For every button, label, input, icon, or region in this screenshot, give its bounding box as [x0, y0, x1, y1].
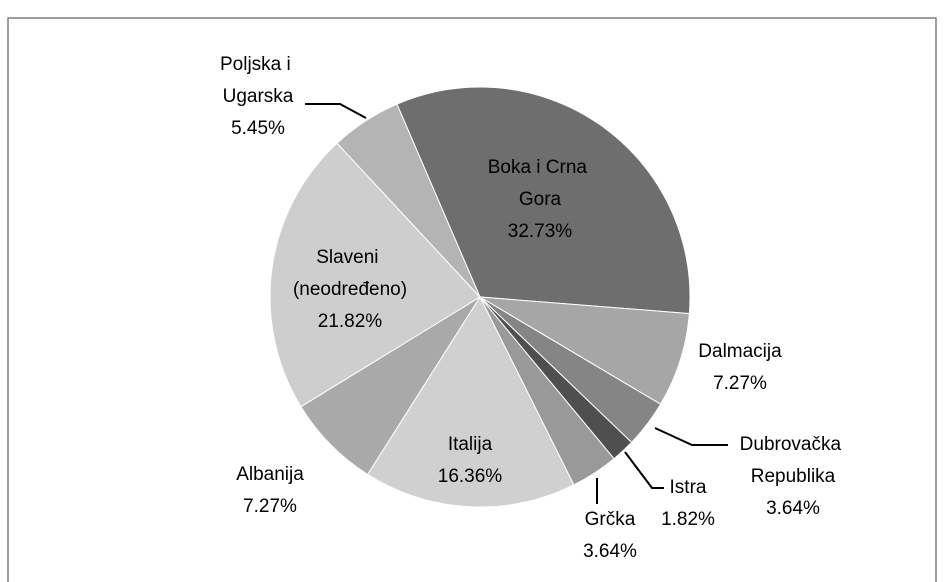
pie-slice — [366, 295, 575, 508]
slice-label-line: Poljska i — [220, 54, 296, 75]
slice-label-line: Gora — [519, 189, 562, 210]
leader-line — [624, 451, 664, 489]
slice-label-line: Dubrovačka — [740, 434, 847, 455]
slice-label: Italija — [448, 434, 493, 455]
slice-label: Dubrovačka Republika — [740, 434, 847, 487]
value-label: 3.64% — [583, 541, 637, 562]
slice-label-line: Boka i Crna — [488, 157, 593, 178]
slice-label-line: Albanija — [236, 464, 304, 485]
slice-label: Grčka — [585, 509, 636, 530]
value-label: 21.82% — [318, 311, 383, 332]
slice-label: Dalmacija — [698, 341, 782, 362]
slice-label-line: Republika — [751, 466, 836, 487]
slice-label-line: Ugarska — [223, 86, 294, 107]
slice-label-line: (neodređeno) — [293, 279, 407, 300]
pie-slice — [336, 103, 481, 298]
slice-label: Istra — [670, 477, 707, 498]
pie-slice — [396, 86, 691, 315]
value-label: 5.45% — [231, 118, 285, 139]
slice-label: Albanija — [236, 464, 304, 485]
leader-line — [654, 427, 728, 446]
slice-label-line: Dalmacija — [698, 341, 782, 362]
chart-frame — [7, 17, 937, 582]
value-label: 3.64% — [766, 498, 820, 519]
slice-label: Boka i Crna Gora — [488, 157, 593, 210]
slice-label-line: Istra — [670, 477, 707, 498]
slice-label-line: Slaveni — [316, 247, 384, 268]
pie-slice — [269, 142, 481, 408]
slice-label-line: Italija — [448, 434, 493, 455]
value-label: 1.82% — [661, 509, 715, 530]
slice-label: Slaveni (neodređeno) — [293, 247, 407, 300]
leader-line — [305, 103, 367, 119]
slice-label-line: Grčka — [585, 509, 636, 530]
value-label: 32.73% — [508, 221, 573, 242]
value-label: 16.36% — [438, 466, 503, 487]
value-label: 7.27% — [713, 373, 767, 394]
slice-label: Poljska i Ugarska — [220, 54, 296, 107]
value-label: 7.27% — [243, 496, 297, 517]
